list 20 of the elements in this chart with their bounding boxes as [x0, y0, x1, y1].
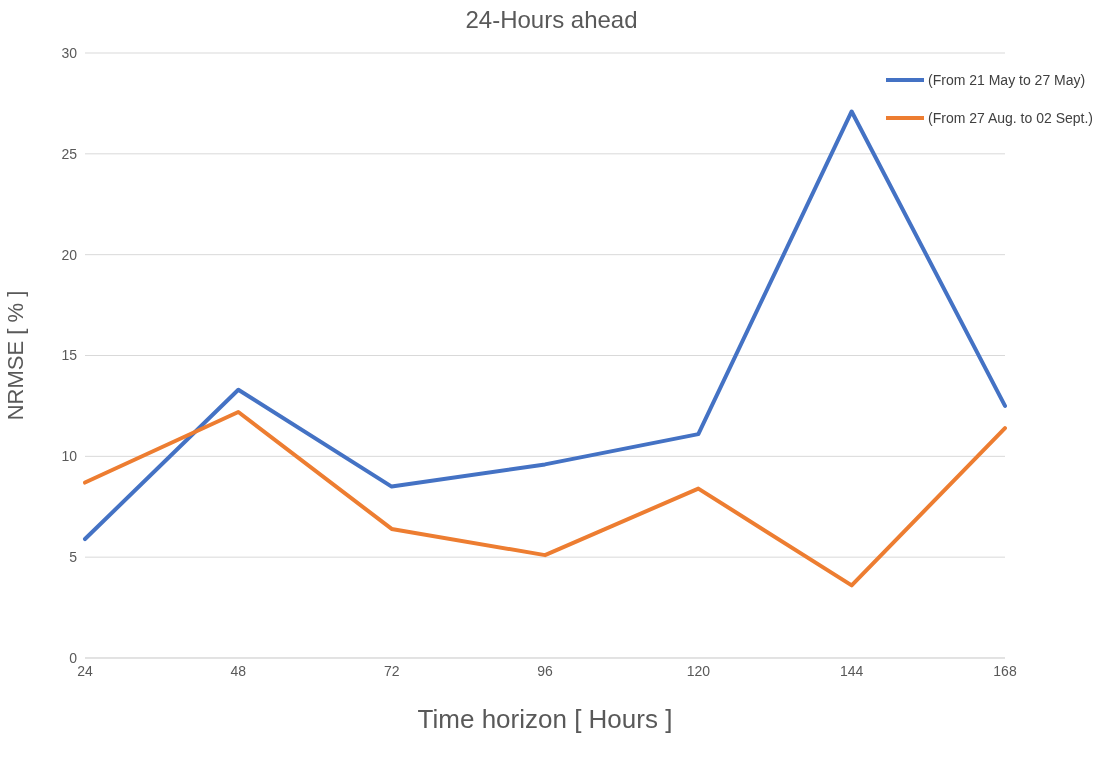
- legend-label: (From 21 May to 27 May): [928, 72, 1086, 88]
- chart-title: 24-Hours ahead: [464, 6, 639, 34]
- y-tick-label: 5: [69, 549, 78, 566]
- x-tick-label: 48: [230, 662, 247, 679]
- y-tick-label: 10: [61, 448, 78, 465]
- x-tick-label: 96: [537, 662, 553, 679]
- line-series: [83, 409, 1007, 588]
- x-tick-label: 120: [686, 662, 711, 679]
- x-tick-label: 72: [383, 662, 400, 679]
- x-tick-label: 24: [77, 662, 93, 679]
- y-tick-label: 0: [69, 649, 78, 666]
- x-tick-label: 144: [839, 662, 864, 679]
- legend-label: (From 27 Aug. to 02 Sept.): [928, 110, 1093, 126]
- x-tick-label: 168: [993, 662, 1017, 679]
- y-axis-title: NRMSE [ % ]: [2, 290, 28, 421]
- x-axis-title: Time horizon [ Hours ]: [417, 704, 673, 734]
- y-tick-label: 25: [61, 145, 78, 162]
- y-tick-label: 30: [61, 44, 78, 61]
- y-tick-label: 15: [61, 347, 78, 364]
- y-tick-label: 20: [61, 246, 78, 263]
